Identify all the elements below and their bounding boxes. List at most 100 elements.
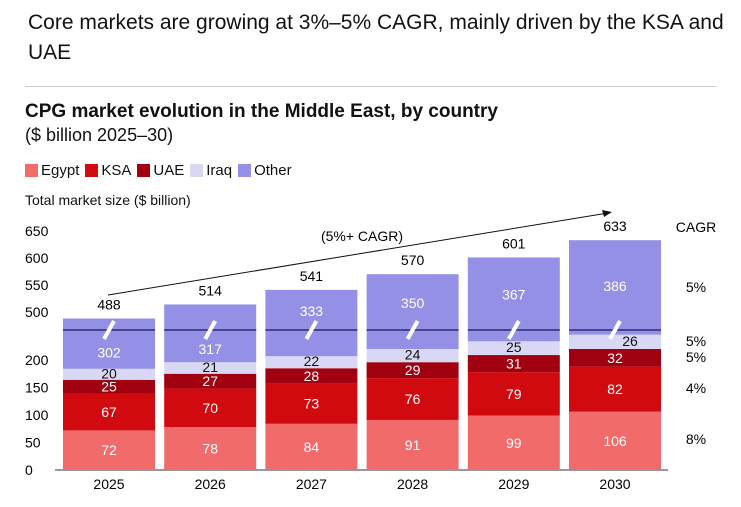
legend-swatch	[85, 164, 99, 177]
chart-title: CPG market evolution in the Middle East,…	[25, 101, 498, 122]
data-label: 21	[202, 359, 218, 375]
cagr-egypt: 8%	[686, 431, 706, 447]
arrow-head-icon	[602, 210, 612, 217]
legend-swatch	[238, 164, 252, 177]
divider	[25, 86, 717, 87]
data-label: 25	[506, 339, 522, 355]
data-label: 27	[202, 373, 218, 389]
legend-item-other: Other	[238, 162, 292, 179]
x-tick-label: 2030	[599, 476, 630, 492]
bar-egypt-2027	[265, 423, 358, 470]
axis-break-mark	[507, 320, 521, 340]
legend-swatch	[190, 164, 204, 177]
bar-other-2028	[366, 274, 459, 349]
bar-egypt-2030	[569, 411, 661, 470]
total-label: 570	[401, 252, 425, 268]
legend-label: KSA	[101, 162, 132, 179]
axis-break-mark	[608, 320, 622, 340]
data-label: 106	[603, 433, 627, 449]
axis-break-mark	[203, 320, 217, 340]
legend-label: UAE	[153, 162, 185, 179]
data-label: 82	[607, 381, 623, 397]
data-label: 317	[199, 341, 223, 357]
data-label: 29	[405, 362, 421, 378]
y-tick-label: 0	[25, 462, 33, 478]
data-label: 84	[304, 439, 320, 455]
bar-iraq-2029	[467, 341, 560, 356]
data-label: 26	[622, 333, 638, 349]
data-label: 32	[607, 350, 623, 366]
x-tick-label: 2028	[397, 476, 428, 492]
bar-uae-2025	[63, 379, 155, 394]
axis-break-mark	[304, 320, 319, 340]
legend: Egypt KSA UAE Iraq Other	[25, 162, 292, 179]
cagr-other: 5%	[686, 279, 706, 295]
x-tick-label: 2026	[195, 476, 226, 492]
bar-egypt-2026	[164, 427, 257, 470]
bar-ksa-2025	[63, 393, 155, 431]
total-label: 541	[300, 268, 324, 284]
headline: Core markets are growing at 3%–5% CAGR, …	[28, 11, 724, 64]
y-tick-label: 200	[25, 352, 49, 368]
chart-subtitle: ($ billion 2025–30)	[25, 125, 174, 145]
data-label: 24	[405, 347, 421, 363]
trend-annotation: (5%+ CAGR)	[321, 228, 403, 244]
cagr-header: CAGR	[676, 219, 716, 235]
legend-item-iraq: Iraq	[190, 162, 232, 179]
bar-uae-2027	[265, 368, 358, 384]
legend-item-ksa: KSA	[85, 162, 131, 179]
y-tick-label: 500	[25, 304, 49, 320]
data-label: 350	[401, 295, 425, 311]
bar-iraq-2027	[265, 356, 358, 369]
axis-break-mark	[405, 320, 420, 340]
data-label: 67	[101, 404, 117, 420]
legend-item-egypt: Egypt	[25, 162, 79, 179]
data-label: 72	[101, 442, 117, 458]
total-label: 514	[199, 282, 223, 298]
y-tick-label: 100	[25, 407, 49, 423]
bar-uae-2028	[366, 362, 459, 379]
cagr-ksa: 4%	[686, 380, 706, 396]
legend-label: Iraq	[206, 162, 233, 179]
x-tick-label: 2025	[93, 476, 124, 492]
bar-ksa-2030	[569, 366, 661, 412]
data-label: 367	[502, 287, 526, 303]
legend-item-uae: UAE	[137, 162, 184, 179]
x-tick-label: 2029	[498, 476, 529, 492]
x-tick-label: 2027	[296, 476, 327, 492]
total-label: 601	[502, 235, 526, 251]
data-label: 79	[506, 386, 522, 402]
bar-other-2027	[265, 289, 358, 357]
cagr-uae: 5%	[686, 349, 706, 365]
data-label: 73	[304, 396, 320, 412]
data-label: 99	[506, 435, 522, 451]
cagr-iraq: 5%	[686, 333, 706, 349]
axis-break-mark	[102, 320, 116, 340]
data-label: 78	[202, 441, 218, 457]
legend-swatch	[137, 164, 151, 177]
legend-label: Other	[254, 162, 292, 179]
total-label: 633	[603, 218, 627, 234]
bar-uae-2026	[164, 373, 257, 389]
bar-uae-2030	[569, 349, 661, 367]
data-label: 76	[405, 391, 421, 407]
bar-other-2030	[569, 240, 661, 335]
bar-ksa-2027	[265, 383, 358, 424]
y-axis-label: Total market size ($ billion)	[25, 192, 191, 208]
bar-ksa-2029	[467, 372, 560, 416]
legend-label: Egypt	[41, 162, 80, 179]
total-label: 488	[97, 296, 121, 312]
data-label: 25	[101, 379, 117, 395]
bar-egypt-2025	[63, 430, 155, 470]
bar-ksa-2028	[366, 378, 459, 420]
y-tick-label: 550	[25, 277, 49, 293]
data-label: 70	[202, 400, 218, 416]
bar-uae-2029	[467, 355, 560, 373]
data-label: 20	[101, 365, 117, 381]
data-label: 333	[300, 303, 324, 319]
y-tick-label: 150	[25, 380, 49, 396]
data-label: 302	[97, 344, 121, 360]
y-tick-label: 50	[25, 435, 41, 451]
bar-iraq-2026	[164, 362, 257, 374]
